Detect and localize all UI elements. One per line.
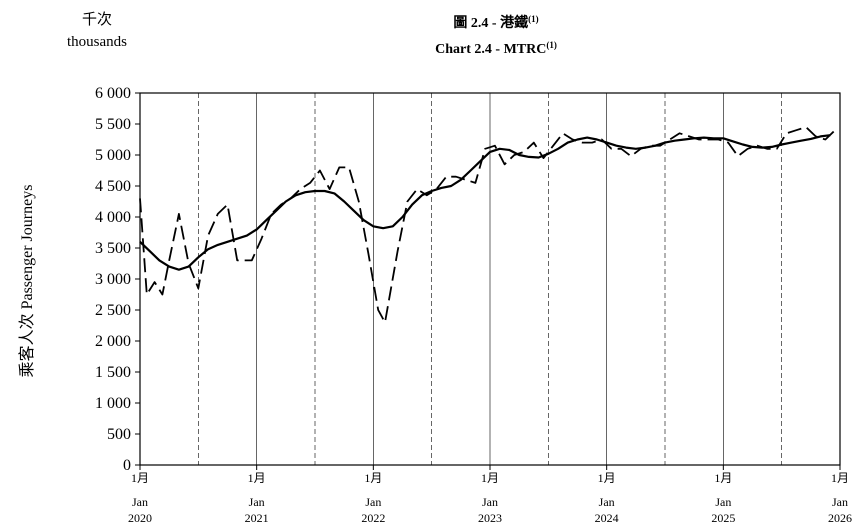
unit-label-zh: 千次: [82, 11, 112, 28]
y-axis-ticks: 0 500 1 000 1 500 2 000 2 500 3 000 3 500 4 000 4…: [95, 85, 140, 474]
y-tick-label: 3 500: [95, 240, 131, 257]
y-tick-label: 500: [107, 426, 131, 443]
x-tick-label-zh: 1月: [831, 471, 849, 485]
x-tick-label-en: Jan: [599, 495, 615, 509]
x-tick-label-zh: 1月: [714, 471, 732, 485]
y-tick-label: 2 500: [95, 302, 131, 319]
x-tick-label-year: 2025: [711, 511, 735, 525]
chart-title-zh: 圖 2.4 - 港鐵(1): [453, 14, 538, 31]
x-tick-label-zh: 1月: [598, 471, 616, 485]
y-tick-label: 4 000: [95, 209, 131, 226]
x-tick-label-en: Jan: [249, 495, 265, 509]
x-tick-label-year: 2024: [595, 511, 619, 525]
x-tick-label-year: 2023: [478, 511, 502, 525]
unit-label-en: thousands: [67, 34, 127, 50]
x-tick-label-zh: 1月: [364, 471, 382, 485]
x-tick-label-en: Jan: [832, 495, 848, 509]
x-tick-label-year: 2021: [245, 511, 269, 525]
x-tick-label-zh: 1月: [481, 471, 499, 485]
y-tick-label: 5 000: [95, 147, 131, 164]
x-tick-label-zh: 1月: [248, 471, 266, 485]
y-axis-title: 乘客人次 Passenger Journeys: [18, 185, 36, 378]
y-tick-label: 2 000: [95, 333, 131, 350]
y-tick-label: 6 000: [95, 85, 131, 102]
x-tick-label-en: Jan: [365, 495, 381, 509]
x-tick-label-year: 2020: [128, 511, 152, 525]
y-tick-label: 3 000: [95, 271, 131, 288]
x-axis-ticks: 1月 Jan 2020 1月 Jan 2021 1月 Jan 2022 1月 Jan 2023 1月 Ja…: [128, 465, 852, 525]
x-tick-label-year: 2022: [361, 511, 385, 525]
y-tick-label: 4 500: [95, 178, 131, 195]
y-tick-label: 1 500: [95, 364, 131, 381]
x-tick-label-year: 2026: [828, 511, 852, 525]
y-tick-label: 5 500: [95, 116, 131, 133]
y-tick-label: 0: [123, 457, 131, 474]
x-tick-label-en: Jan: [132, 495, 148, 509]
y-tick-label: 1 000: [95, 395, 131, 412]
x-tick-label-en: Jan: [482, 495, 498, 509]
x-tick-label-zh: 1月: [131, 471, 149, 485]
chart-title-en: Chart 2.4 - MTRC(1): [435, 40, 557, 57]
x-tick-label-en: Jan: [715, 495, 731, 509]
